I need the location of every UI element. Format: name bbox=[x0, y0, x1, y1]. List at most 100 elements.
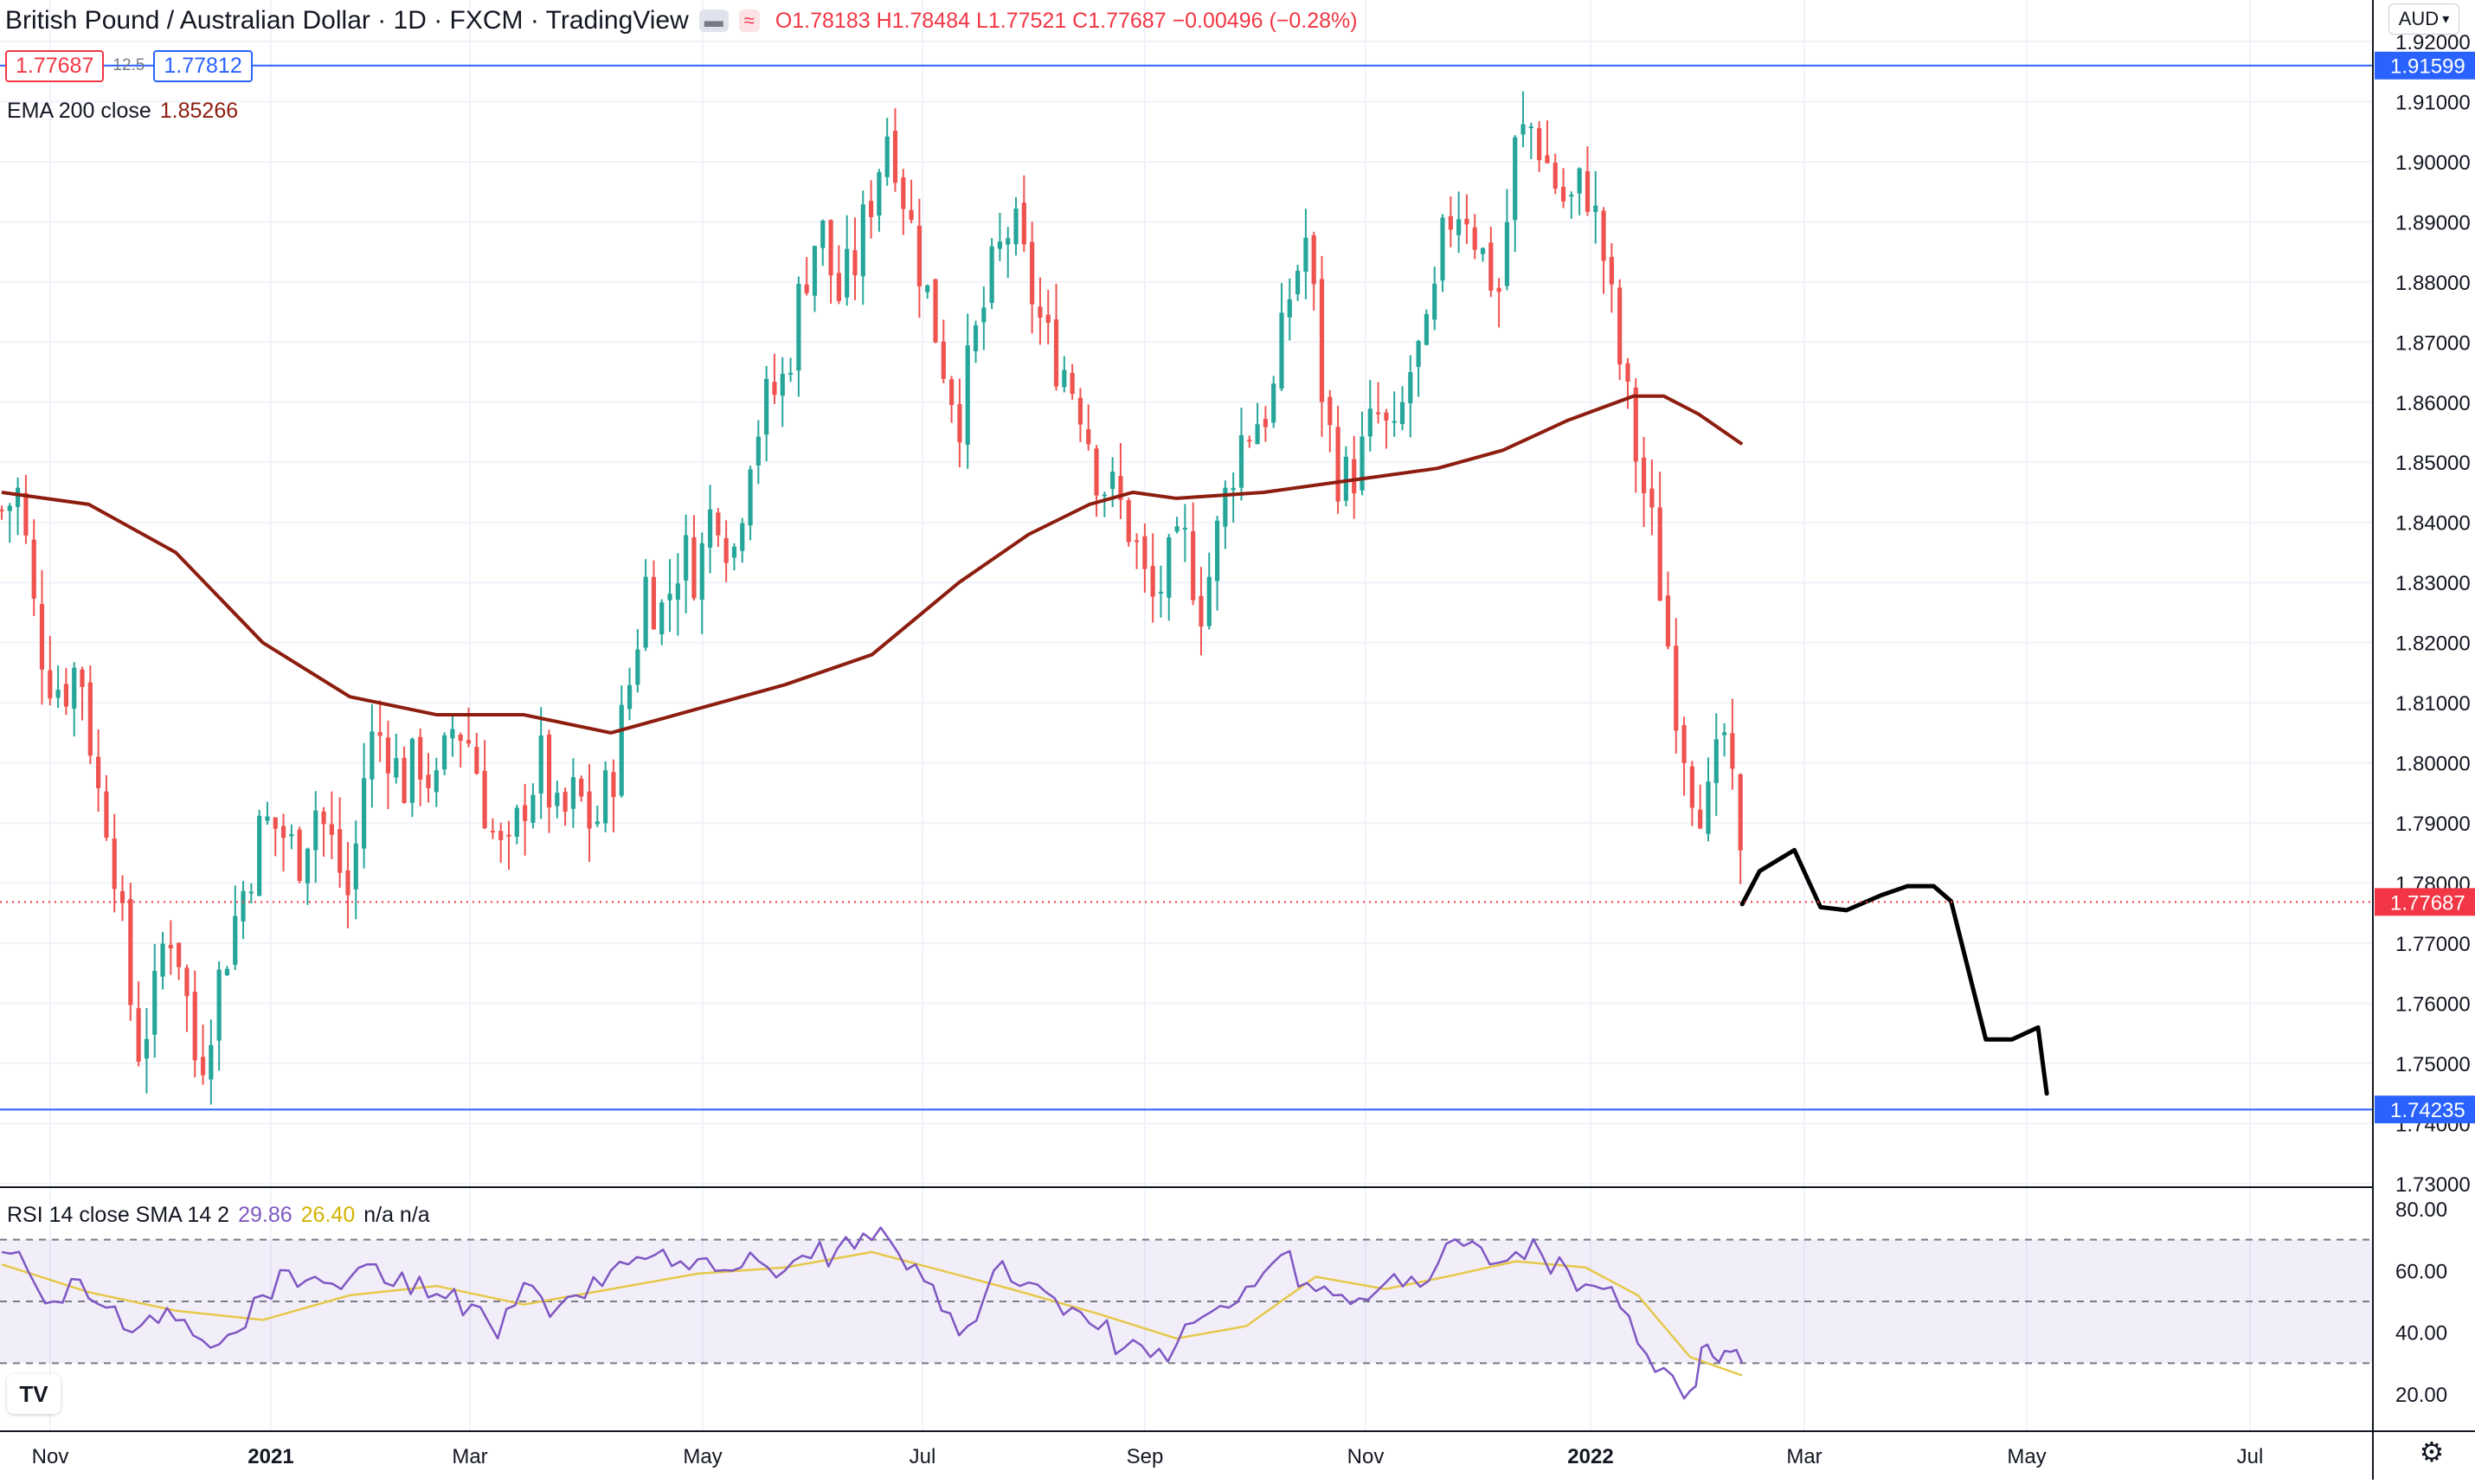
candle-body bbox=[233, 915, 238, 965]
candle-body bbox=[329, 824, 334, 835]
candle-body bbox=[748, 469, 753, 526]
candle-body bbox=[466, 740, 472, 744]
candle-body bbox=[828, 220, 833, 276]
candle-body bbox=[523, 805, 528, 821]
candle-body bbox=[707, 509, 713, 548]
rsi-tick-label: 80.00 bbox=[2395, 1198, 2447, 1222]
candle-body bbox=[1730, 733, 1735, 769]
rsi-tick-label: 20.00 bbox=[2395, 1384, 2447, 1407]
candle-body bbox=[1070, 372, 1075, 395]
compare-icon[interactable]: ▬ bbox=[698, 10, 729, 32]
candle-body bbox=[152, 971, 158, 1035]
candle-body bbox=[160, 943, 165, 977]
candle-body bbox=[224, 968, 230, 975]
candle-body bbox=[989, 246, 994, 303]
candle-body bbox=[1006, 238, 1011, 245]
level-price-label: 1.74235 bbox=[2390, 1099, 2465, 1122]
time-tick-label: May bbox=[683, 1445, 722, 1468]
candle-body bbox=[450, 729, 455, 739]
candle-body bbox=[128, 899, 133, 1005]
candle-body bbox=[426, 774, 431, 788]
candle-body bbox=[1094, 448, 1099, 496]
candle-body bbox=[909, 209, 914, 221]
candle-body bbox=[1609, 256, 1614, 285]
candle-body bbox=[402, 757, 407, 804]
candle-body bbox=[31, 539, 36, 599]
candle-body bbox=[877, 172, 882, 216]
candle-body bbox=[1424, 313, 1430, 345]
candle-body bbox=[248, 891, 254, 894]
candle-body bbox=[1223, 487, 1228, 527]
candle-body bbox=[87, 682, 93, 756]
candle-body bbox=[1552, 163, 1558, 190]
time-tick-label: Nov bbox=[1347, 1445, 1385, 1468]
level-price-label: 1.91599 bbox=[2390, 55, 2465, 79]
candle-body bbox=[23, 492, 29, 536]
candle-body bbox=[1077, 397, 1083, 425]
candle-body bbox=[418, 736, 423, 780]
candle-body bbox=[1545, 155, 1550, 164]
candle-body bbox=[1191, 531, 1196, 601]
candle-body bbox=[1689, 766, 1694, 808]
candle-body bbox=[836, 273, 841, 301]
candle-body bbox=[845, 248, 850, 298]
candle-body bbox=[72, 667, 77, 709]
candle-body bbox=[1448, 215, 1453, 230]
candle-body bbox=[691, 536, 697, 599]
candle-body bbox=[104, 791, 109, 838]
gear-icon[interactable]: ⚙ bbox=[2419, 1436, 2445, 1468]
candle-body bbox=[643, 576, 648, 648]
candle-body bbox=[48, 670, 53, 699]
candle-body bbox=[1657, 507, 1662, 601]
candle-body bbox=[1488, 242, 1494, 291]
candle-body bbox=[546, 734, 552, 808]
candle-body bbox=[313, 810, 318, 851]
buy-price-button[interactable]: 1.77812 bbox=[153, 49, 253, 82]
tradingview-logo-icon[interactable]: TV bbox=[7, 1374, 61, 1414]
candle-body bbox=[338, 829, 343, 873]
price-tick-label: 1.90000 bbox=[2395, 151, 2471, 175]
candle-body bbox=[1271, 383, 1276, 423]
candle-body bbox=[1585, 170, 1591, 212]
candle-body bbox=[1601, 210, 1606, 261]
candle-body bbox=[868, 201, 874, 217]
rsi-line bbox=[1, 1226, 1744, 1400]
candle-body bbox=[1593, 205, 1598, 212]
candle-body bbox=[345, 870, 350, 896]
waves-icon[interactable]: ≈ bbox=[738, 10, 760, 32]
candle-body bbox=[579, 778, 584, 797]
sell-price-button[interactable]: 1.77687 bbox=[5, 49, 105, 82]
rsi-legend[interactable]: RSI 14 close SMA 14 2 29.86 26.40 n/a n/a bbox=[7, 1203, 430, 1228]
candle-body bbox=[394, 758, 399, 778]
currency-selector[interactable]: AUD ▾ bbox=[2388, 3, 2459, 35]
candle-body bbox=[441, 735, 447, 770]
candle-body bbox=[1328, 396, 1333, 426]
candle-body bbox=[675, 583, 680, 601]
candle-body bbox=[506, 834, 511, 837]
candle-body bbox=[684, 535, 689, 581]
candle-body bbox=[1247, 440, 1252, 442]
candle-body bbox=[409, 738, 415, 803]
candle-body bbox=[1528, 126, 1533, 129]
price-tick-label: 1.84000 bbox=[2395, 512, 2471, 536]
candle-body bbox=[587, 791, 592, 829]
candle-body bbox=[184, 967, 190, 997]
candle-body bbox=[1367, 408, 1372, 437]
symbol-title[interactable]: British Pound / Australian Dollar · 1D ·… bbox=[5, 6, 689, 35]
candle-body bbox=[772, 382, 777, 395]
candle-body bbox=[981, 307, 987, 323]
ema-legend[interactable]: EMA 200 close 1.85266 bbox=[7, 99, 238, 124]
candle-body bbox=[1126, 500, 1131, 543]
candle-body bbox=[1182, 528, 1187, 530]
rsi-value: 29.86 bbox=[238, 1203, 292, 1227]
rsi-label: RSI 14 close SMA 14 2 bbox=[7, 1203, 230, 1227]
candle-body bbox=[1674, 646, 1679, 731]
price-tick-label: 1.75000 bbox=[2395, 1053, 2471, 1076]
candle-body bbox=[257, 815, 262, 896]
trade-buttons: 1.77687 12.5 1.77812 bbox=[5, 47, 253, 85]
candle-body bbox=[812, 246, 818, 296]
candle-body bbox=[1150, 566, 1155, 597]
time-tick-label: 2021 bbox=[248, 1445, 293, 1468]
